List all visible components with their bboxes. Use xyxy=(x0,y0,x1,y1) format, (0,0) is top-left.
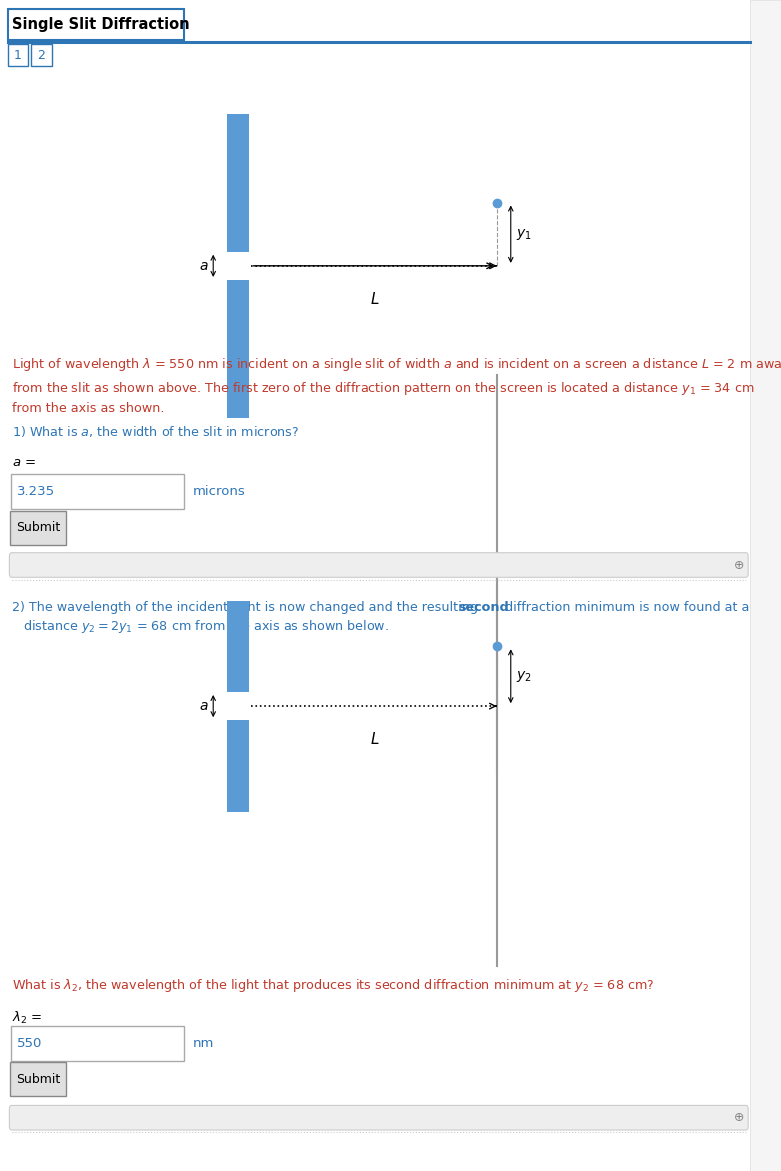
Text: $y_2$: $y_2$ xyxy=(516,669,532,684)
Text: distance $y_2 = 2y_1$ = 68 cm from the axis as shown below.: distance $y_2 = 2y_1$ = 68 cm from the a… xyxy=(23,618,390,636)
Text: 1: 1 xyxy=(14,48,22,62)
Bar xyxy=(227,280,249,418)
FancyBboxPatch shape xyxy=(11,1026,184,1061)
Text: a: a xyxy=(199,699,208,713)
FancyBboxPatch shape xyxy=(10,511,66,545)
Text: a: a xyxy=(199,259,208,273)
Text: second: second xyxy=(458,601,509,614)
Text: 3.235: 3.235 xyxy=(17,485,55,499)
Bar xyxy=(227,720,249,812)
Bar xyxy=(227,601,249,692)
Text: 1) What is $a$, the width of the slit in microns?: 1) What is $a$, the width of the slit in… xyxy=(12,424,299,439)
Bar xyxy=(227,114,249,252)
Text: $a$ =: $a$ = xyxy=(12,456,36,468)
Bar xyxy=(750,0,781,1171)
Text: microns: microns xyxy=(193,485,246,499)
Text: $y_1$: $y_1$ xyxy=(516,227,532,241)
Text: ⊕: ⊕ xyxy=(734,559,745,571)
Text: ⊕: ⊕ xyxy=(734,1111,745,1124)
FancyBboxPatch shape xyxy=(31,44,52,66)
Text: Light of wavelength $\lambda$ = 550 nm is incident on a single slit of width $a$: Light of wavelength $\lambda$ = 550 nm i… xyxy=(12,356,781,415)
Text: $\lambda_2$ =: $\lambda_2$ = xyxy=(12,1009,42,1026)
Text: Single Slit Diffraction: Single Slit Diffraction xyxy=(12,18,190,32)
Text: Submit: Submit xyxy=(16,1073,60,1086)
FancyBboxPatch shape xyxy=(10,1062,66,1096)
Text: nm: nm xyxy=(193,1036,214,1050)
FancyBboxPatch shape xyxy=(8,9,184,40)
FancyBboxPatch shape xyxy=(8,44,28,66)
Text: L: L xyxy=(371,732,380,747)
Text: Submit: Submit xyxy=(16,521,60,534)
Text: 2: 2 xyxy=(37,48,45,62)
FancyBboxPatch shape xyxy=(9,1105,748,1130)
FancyBboxPatch shape xyxy=(11,474,184,509)
Text: L: L xyxy=(371,292,380,307)
FancyBboxPatch shape xyxy=(9,553,748,577)
Text: 2) The wavelength of the incident light is now changed and the resulting: 2) The wavelength of the incident light … xyxy=(12,601,482,614)
Text: What is $\lambda_2$, the wavelength of the light that produces its second diffra: What is $\lambda_2$, the wavelength of t… xyxy=(12,977,654,994)
Text: 550: 550 xyxy=(17,1036,42,1050)
Text: diffraction minimum is now found at a: diffraction minimum is now found at a xyxy=(501,601,750,614)
